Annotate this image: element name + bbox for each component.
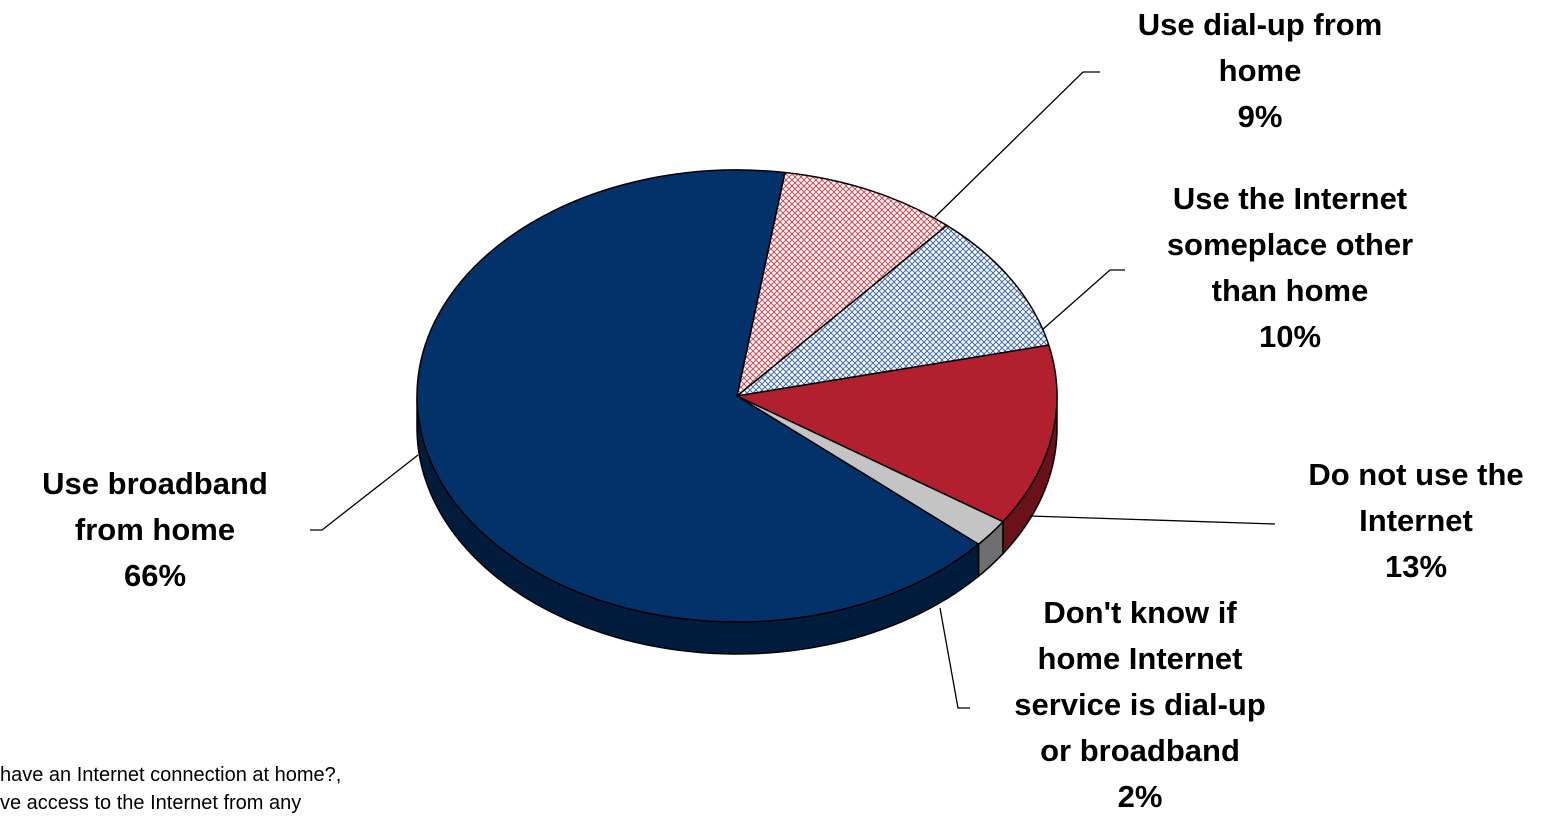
label-other-place: Use the Internet someplace other than ho…	[1105, 176, 1475, 360]
label-broadband: Use broadband from home 66%	[0, 461, 310, 599]
pie-slice-other-place	[736, 224, 1050, 397]
label-broadband-line-2: from home	[74, 512, 236, 547]
pie-slices	[416, 169, 1058, 623]
label-dialup-line-1: Use dial-up from	[1137, 7, 1383, 42]
pie-slice-broadband	[416, 169, 980, 623]
leader-line-dialup	[934, 71, 1100, 218]
label-dont-know-line-1: Don't know if	[1043, 595, 1237, 630]
leader-lines	[310, 71, 1276, 709]
leader-line-broadband	[310, 454, 419, 531]
footnote-line-2: ve access to the Internet from any	[0, 792, 302, 814]
label-other-place-line-3: than home	[1211, 273, 1369, 308]
leader-line-other-place	[1041, 269, 1125, 331]
label-broadband-line-1: Use broadband	[42, 466, 268, 501]
label-dont-know-value: 2%	[1117, 779, 1163, 814]
label-dialup-line-2: home	[1218, 53, 1302, 88]
label-no-internet-line-2: Internet	[1359, 503, 1473, 538]
label-other-place-line-2: someplace other	[1166, 227, 1414, 262]
leader-line-no-internet	[1029, 515, 1276, 525]
label-broadband-value: 66%	[123, 558, 187, 593]
label-dont-know-line-2: home Internet	[1037, 641, 1243, 676]
label-no-internet-line-1: Do not use the	[1308, 457, 1524, 492]
label-dialup: Use dial-up from home 9%	[1080, 2, 1440, 140]
label-dialup-value: 9%	[1237, 99, 1283, 134]
label-dont-know: Don't know if home Internet service is d…	[955, 590, 1325, 820]
label-no-internet: Do not use the Internet 13%	[1270, 452, 1562, 590]
label-dont-know-line-4: or broadband	[1040, 733, 1240, 768]
label-other-place-line-1: Use the Internet	[1172, 181, 1408, 216]
leader-line-dont-know	[939, 607, 970, 709]
pie-slice-dialup	[736, 171, 948, 397]
footnote-line-1: have an Internet connection at home?,	[0, 764, 342, 786]
label-other-place-value: 10%	[1258, 319, 1322, 354]
label-dont-know-line-3: service is dial-up	[1014, 687, 1266, 722]
label-no-internet-value: 13%	[1384, 549, 1448, 584]
pie-slice-no-internet	[736, 344, 1058, 523]
